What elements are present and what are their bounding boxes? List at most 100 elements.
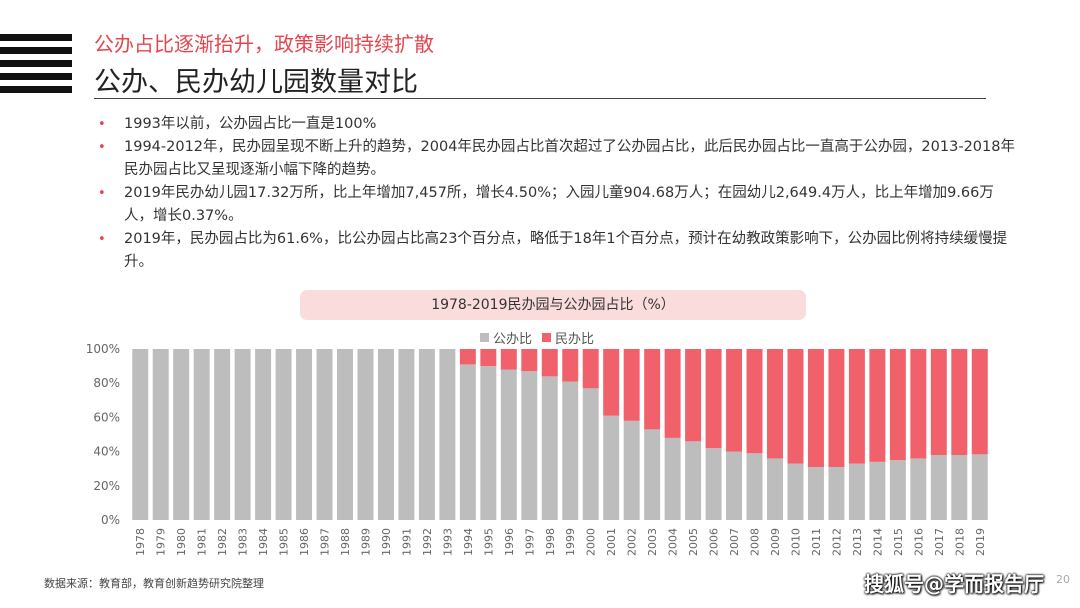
bullet-item: • 1993年以前，公办园占比一直是100%	[96, 113, 1016, 136]
bar-segment-public	[951, 455, 968, 520]
bullet-marker: •	[98, 117, 106, 132]
page-title: 公办、民办幼儿园数量对比	[94, 67, 418, 98]
bar-segment-private	[685, 349, 702, 442]
bar-segment-public	[173, 349, 190, 520]
bar-segment-private	[787, 349, 804, 464]
brand-bars-icon	[0, 34, 72, 99]
bar-segment-public	[234, 349, 251, 520]
bar-segment-public	[644, 429, 661, 520]
x-tick-label: 1992	[421, 528, 434, 556]
bar-segment-public	[377, 349, 394, 520]
bar-segment-public	[603, 415, 620, 520]
bar-segment-private	[726, 349, 743, 452]
x-tick-label: 1978	[134, 528, 147, 556]
x-tick-label: 1987	[319, 528, 332, 556]
bar-segment-public	[296, 349, 313, 520]
y-tick-label: 20%	[93, 479, 120, 493]
x-tick-label: 2003	[646, 528, 659, 556]
legend-label-public: 公办比	[493, 332, 533, 347]
y-tick-label: 80%	[93, 376, 120, 390]
bar-segment-public	[562, 381, 579, 520]
bar-segment-public	[664, 437, 681, 520]
bar-segment-private	[910, 349, 927, 459]
bar-segment-public	[214, 349, 231, 520]
x-tick-label: 1983	[237, 528, 250, 556]
x-tick-label: 2010	[789, 528, 802, 556]
bullet-marker: •	[98, 186, 106, 201]
page-number: 20	[1056, 573, 1070, 586]
x-tick-label: 2008	[749, 528, 762, 556]
bar-segment-private	[521, 349, 538, 372]
x-tick-label: 1982	[216, 528, 229, 556]
legend-label-private: 民办比	[555, 332, 595, 347]
bar-segment-private	[767, 349, 783, 459]
x-tick-label: 1997	[523, 528, 536, 556]
bar-segment-public	[275, 349, 292, 520]
x-tick-label: 2001	[605, 528, 618, 556]
x-tick-label: 2012	[830, 528, 843, 556]
x-tick-label: 2002	[626, 528, 639, 556]
x-tick-label: 2014	[871, 528, 884, 556]
x-tick-label: 2006	[708, 528, 721, 556]
bar-segment-public	[767, 458, 783, 520]
bar-segment-private	[644, 349, 661, 430]
bar-segment-public	[398, 349, 415, 520]
bar-segment-public	[726, 451, 743, 520]
bar-segment-private	[971, 349, 988, 455]
bar-segment-public	[357, 349, 374, 520]
bar-segment-private	[459, 349, 476, 365]
bar-segment-private	[562, 349, 579, 382]
bar-segment-private	[746, 349, 763, 454]
x-tick-label: 2004	[667, 528, 680, 556]
bar-segment-public	[848, 463, 865, 520]
bar-segment-private	[930, 349, 947, 456]
x-tick-label: 1994	[462, 528, 475, 556]
bar-segment-public	[828, 466, 845, 520]
x-tick-label: 1990	[380, 528, 393, 556]
bar-segment-public	[623, 420, 640, 520]
x-tick-label: 2018	[953, 528, 966, 556]
bar-segment-public	[521, 371, 538, 520]
bar-segment-private	[480, 349, 497, 367]
x-tick-label: 1993	[441, 528, 454, 556]
bar-segment-public	[746, 453, 763, 520]
bar-segment-public	[132, 349, 149, 520]
bullet-text: 1994-2012年，民办园呈现不断上升的趋势，2004年民办园占比首次超过了公…	[124, 139, 1015, 178]
title-divider	[94, 98, 986, 99]
bullet-text: 2019年民办幼儿园17.32万所，比上年增加7,457所，增长4.50%；入园…	[124, 185, 994, 224]
bar-segment-private	[603, 349, 620, 416]
bar-segment-private	[500, 349, 517, 370]
x-tick-label: 2009	[769, 528, 782, 556]
bullet-list: • 1993年以前，公办园占比一直是100% • 1994-2012年，民办园呈现不…	[96, 113, 1016, 274]
x-tick-label: 1991	[400, 528, 413, 556]
x-tick-label: 2017	[933, 528, 946, 556]
x-tick-label: 2005	[687, 528, 700, 556]
bar-segment-private	[623, 349, 640, 421]
bullet-item: • 2019年民办幼儿园17.32万所，比上年增加7,457所，增长4.50%；入…	[96, 182, 1016, 228]
x-tick-label: 1989	[359, 528, 372, 556]
legend-swatch-public	[480, 333, 489, 342]
bar-segment-private	[848, 349, 865, 464]
x-tick-label: 1988	[339, 528, 352, 556]
x-tick-label: 1995	[482, 528, 495, 556]
data-source: 数据来源：教育部，教育创新趋势研究院整理	[44, 577, 264, 590]
y-tick-label: 100%	[86, 342, 120, 356]
bar-segment-public	[316, 349, 333, 520]
legend-item-public: 公办比	[480, 328, 532, 347]
bar-segment-public	[152, 349, 169, 520]
bar-segment-public	[541, 376, 558, 520]
x-tick-label: 1980	[175, 528, 188, 556]
x-tick-label: 1981	[196, 528, 209, 556]
bar-segment-public	[869, 461, 886, 520]
bar-segment-public	[582, 388, 599, 520]
bullet-marker: •	[98, 140, 106, 155]
bar-segment-public	[439, 349, 456, 520]
stacked-bar-chart: 0% 20% 40% 60% 80% 100% 1978 1979 1980 1981 1982 19…	[86, 342, 988, 556]
x-tick-label: 1984	[257, 528, 270, 556]
bar-segment-private	[541, 349, 558, 377]
bar-segment-public	[480, 366, 497, 520]
bar-segment-private	[807, 349, 824, 467]
chart-title: 1978-2019民办园与公办园占比（%）	[300, 290, 806, 320]
legend-swatch-private	[542, 333, 552, 342]
x-tick-label: 1996	[503, 528, 516, 556]
